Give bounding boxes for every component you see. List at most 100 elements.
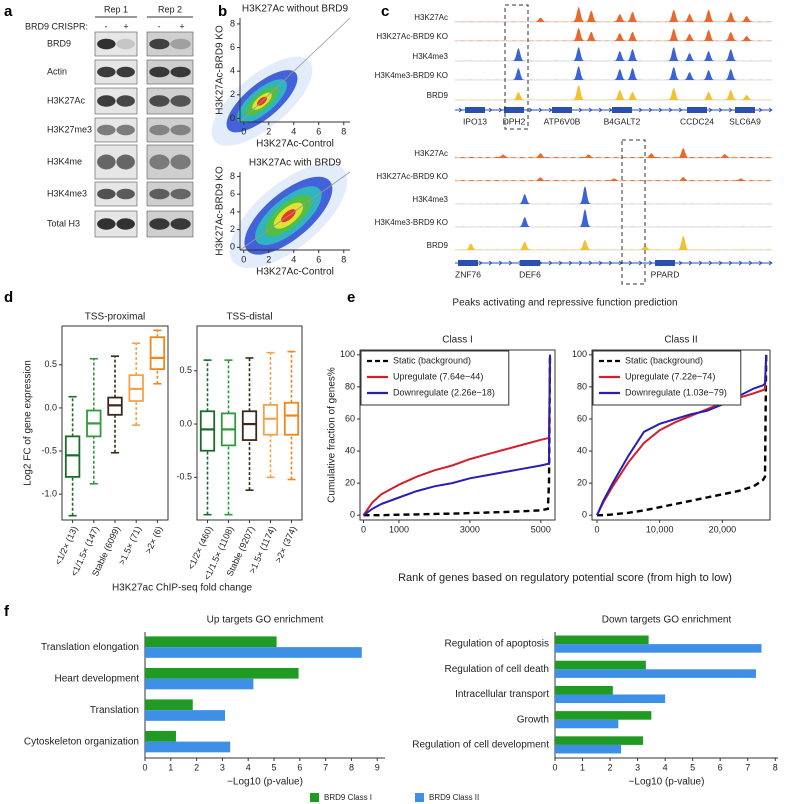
gene-label: CCDC24 [680,116,714,126]
blot-band [97,154,116,170]
y-tick-label: 80 [345,381,355,391]
gene-block [735,107,755,113]
strand-arrow [598,107,603,113]
x-tick-label: 0 [241,254,246,264]
strand-arrow [568,260,573,266]
y-tick-label: 6 [230,189,235,199]
blot-row-label: Actin [47,66,67,76]
gene-label: IPO13 [463,116,487,126]
strand-arrow [708,107,713,113]
strand-arrow [608,260,613,266]
blot-row-label: H3K27Ac [47,95,86,105]
gene-block [687,107,707,113]
x-tick-label: 0 [142,762,147,772]
highlight-box [504,4,529,130]
category-label: Translation elongation [41,642,139,653]
x-tick-label: 5000 [531,524,551,534]
strand-arrow [718,107,723,113]
blot-band [170,154,191,170]
strand-arrow [698,260,703,266]
series-line [596,354,768,516]
figure-title: Peaks activating and repressive function… [452,298,677,309]
y-tick-label: 0.0 [179,418,192,428]
x-tick-label: 1 [168,762,173,772]
strand-arrow [738,260,743,266]
y-tick-label: 0.5 [44,359,57,369]
x-tick-label: 9 [375,762,380,772]
strand-arrow [648,260,653,266]
category-label: Translation [90,705,139,716]
y-tick-label: 0.0 [44,402,57,412]
x-tick-label: 5 [272,762,277,772]
bar [555,744,622,754]
track-label: H3K4me3-BRD9 KO [375,71,448,80]
y-tick-label: -1.0 [41,489,57,499]
blot-band [170,188,191,200]
x-tick-label: >2× (374) [273,525,299,565]
legend-label: Downregulate (1.03e−79) [625,387,727,397]
strand-arrow [588,107,593,113]
x-axis-label: −Log10 (p-value) [227,777,303,788]
x-tick-label: 6 [718,762,723,772]
x-tick-label: 2 [266,126,271,136]
blot-band [97,218,116,230]
panel-label: a [4,3,13,20]
y-tick-label: 4 [230,66,235,76]
legend-label: Static (background) [393,355,471,365]
category-label: Intracellular transport [455,689,549,700]
x-tick-label: 0 [595,524,600,534]
category-label: Regulation of cell death [444,664,549,675]
x-tick-label: 4 [663,762,668,772]
y-axis-label: H3K27Ac-BRD9 KO [215,25,226,115]
x-tick-label: 1000 [389,524,409,534]
highlight-box [621,139,646,285]
box [64,435,81,478]
strand-arrow [458,107,463,113]
strand-arrow [598,260,603,266]
blot-band [170,124,191,136]
x-tick-label: 6 [316,126,321,136]
bar [145,678,254,690]
blot-row-label: H3K27me3 [47,124,92,134]
track-signal [455,7,772,22]
y-tick-label: 0.5 [179,365,192,375]
strand-arrow [538,107,543,113]
strand-arrow [768,260,773,266]
blot-band [97,188,116,200]
gene-label: PPARD [651,269,680,279]
blot-band [170,38,191,50]
gene-label: DPH2 [503,116,526,126]
y-tick-label: 8 [230,171,235,181]
bar [555,694,666,704]
y-axis-label: Cumulative fraction of genes% [327,367,338,503]
gene-block [458,260,478,266]
legend-label: BRD9 Class II [429,793,479,802]
track-label: H3K27Ac-BRD9 KO [376,32,448,41]
track-signal [455,186,772,204]
blot-row-label: H3K4me3 [47,188,87,198]
x-tick-label: 7 [323,762,328,772]
blot-band [97,95,116,107]
x-tick-label: 4 [291,254,296,264]
crispr-sign: - [105,21,108,31]
crispr-sign: + [123,21,128,31]
track-signal [455,148,772,158]
bar [555,719,619,729]
blot-row-label: BRD9 [47,38,71,48]
chart-title: Up targets GO enrichment [207,615,324,626]
x-axis-label: H3K27Ac-Control [256,139,334,150]
strand-arrow [638,107,643,113]
panel-label: e [347,289,355,306]
blot-band [116,38,135,50]
y-tick-label: -0.5 [176,472,192,482]
gene-label: ATP6V0B [544,116,581,126]
strand-arrow [708,260,713,266]
gene-block [655,260,675,266]
x-axis-label: −Log10 (p-value) [629,777,705,788]
legend-label: Downregulate (2.26e−18) [393,387,495,397]
track-signal [455,209,772,227]
blot-row-label: H3K4me [47,156,82,166]
blot-band [149,66,170,78]
blot-band [149,124,170,136]
y-tick-label: -0.5 [41,445,57,455]
